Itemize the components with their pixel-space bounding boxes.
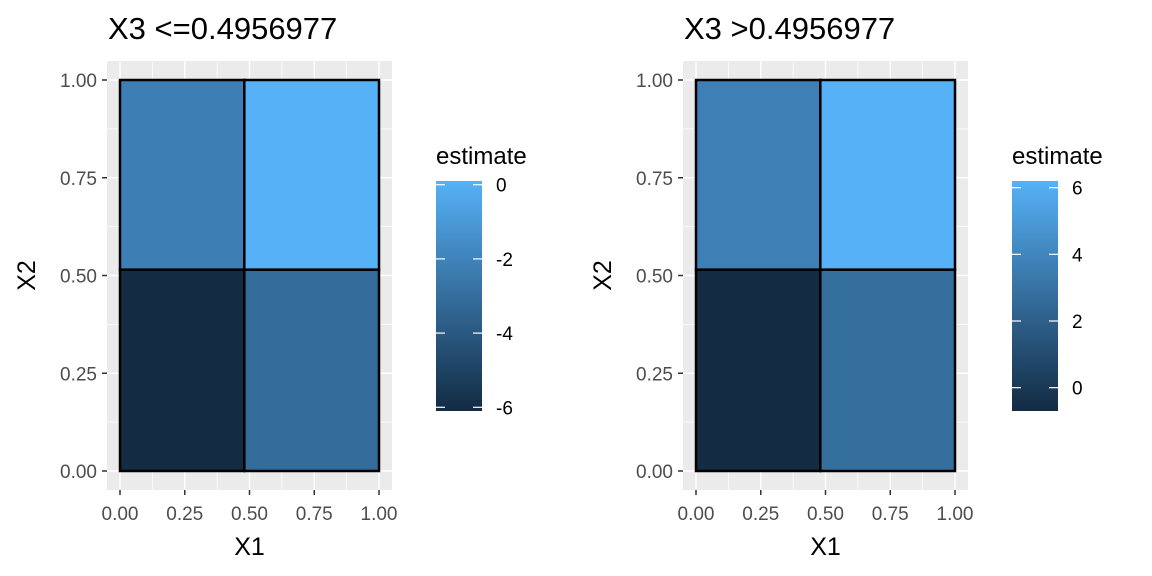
legend-title: estimate xyxy=(436,143,527,170)
heatmap-tile xyxy=(694,78,822,271)
heatmap-tile xyxy=(243,78,381,271)
y-tick-label: 0.75 xyxy=(636,169,673,190)
x-tick-label: 1.00 xyxy=(937,504,974,525)
x-tick-label: 0.50 xyxy=(807,504,844,525)
y-tick-label: 1.00 xyxy=(60,71,97,92)
x-tick-label: 0.25 xyxy=(166,504,203,525)
y-tick-label: 0.50 xyxy=(636,267,673,288)
y-tick-label: 0.00 xyxy=(60,462,97,483)
chart-title: X3 <=0.4956977 xyxy=(108,11,337,46)
heatmap-tile xyxy=(118,268,246,473)
legend-tick-label: 6 xyxy=(1072,179,1083,200)
legend-tick-label: 4 xyxy=(1072,245,1083,266)
y-tick-label: 0.25 xyxy=(636,364,673,385)
y-tick-label: 1.00 xyxy=(636,71,673,92)
legend-title: estimate xyxy=(1012,143,1103,170)
legend-tick-label: 2 xyxy=(1072,312,1083,333)
y-tick-label: 0.75 xyxy=(60,169,97,190)
legend-tick-label: 0 xyxy=(496,176,507,197)
heatmap-tile xyxy=(243,268,381,473)
heatmap-tile xyxy=(694,268,822,473)
panel-2: 0.00 0.25 0.50 0.75 1.00 0.00 0.25 0.50 0.75 1.00… xyxy=(589,11,1103,561)
legend-colorbar xyxy=(436,181,482,411)
y-axis-title: X2 xyxy=(589,260,617,291)
x-tick-label: 0.75 xyxy=(296,504,333,525)
y-tick-label: 0.50 xyxy=(60,267,97,288)
x-tick-label: 0.75 xyxy=(872,504,909,525)
chart-title: X3 >0.4956977 xyxy=(684,11,895,46)
legend-tick-label: -2 xyxy=(496,250,513,271)
legend-tick-label: -4 xyxy=(496,324,513,345)
x-tick-label: 0.25 xyxy=(742,504,779,525)
x-tick-label: 1.00 xyxy=(361,504,398,525)
x-axis-title: X1 xyxy=(810,533,841,561)
x-axis-title: X1 xyxy=(234,533,265,561)
legend-tick-label: 0 xyxy=(1072,379,1083,400)
y-axis-title: X2 xyxy=(13,260,41,291)
heatmap-tile xyxy=(118,78,246,271)
legend-colorbar xyxy=(1012,181,1058,411)
legend-tick-label: -6 xyxy=(496,398,513,419)
y-tick-label: 0.25 xyxy=(60,364,97,385)
heatmap-tile xyxy=(819,78,957,271)
x-tick-label: 0.00 xyxy=(678,504,715,525)
x-tick-label: 0.50 xyxy=(231,504,268,525)
x-tick-label: 0.00 xyxy=(102,504,139,525)
y-tick-label: 0.00 xyxy=(636,462,673,483)
panel-1: 0.00 0.25 0.50 0.75 1.00 0.00 0.25 0.50 0.75 1.00… xyxy=(13,11,527,561)
heatmap-tile xyxy=(819,268,957,473)
